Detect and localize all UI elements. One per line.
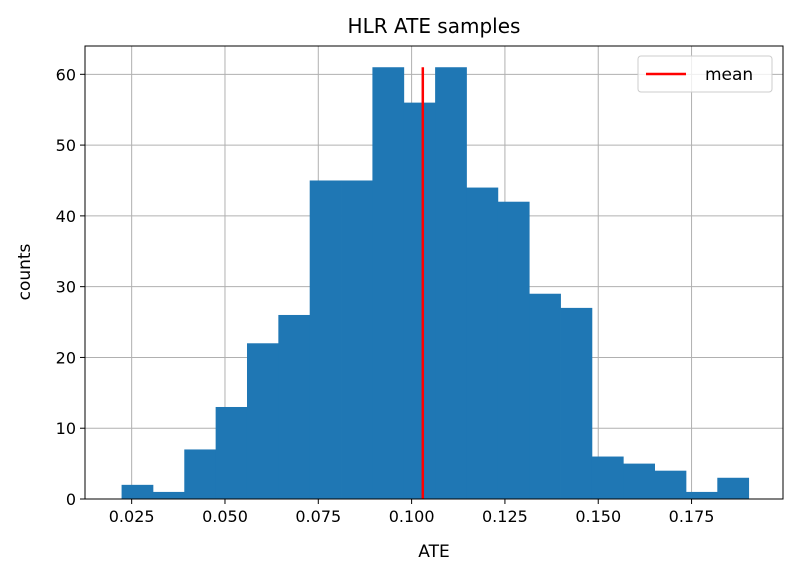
histogram-bar (497, 201, 530, 499)
y-axis-label: counts (15, 243, 35, 300)
histogram-bar (309, 180, 342, 499)
histogram-bar (654, 470, 687, 499)
y-tick-label: 60 (56, 65, 76, 84)
x-tick-label: 0.075 (295, 507, 341, 526)
x-tick-label: 0.175 (669, 507, 715, 526)
histogram-bar (246, 343, 279, 499)
histogram-bar (278, 314, 311, 499)
histogram-bar (623, 463, 655, 499)
x-axis-label: ATE (418, 542, 449, 562)
y-tick-label: 10 (56, 419, 76, 438)
histogram-bar (529, 293, 561, 499)
x-tick-label: 0.025 (109, 507, 155, 526)
axis-ticks: 0.025 0.050 0.075 0.100 0.125 0.150 0.175 0 10 20… (56, 65, 715, 526)
histogram-bar (466, 187, 499, 499)
plot-frame (84, 45, 784, 500)
histogram-bar (591, 456, 624, 499)
histogram-bar (435, 67, 467, 499)
histogram-bar (341, 180, 373, 499)
histogram-bars (121, 67, 750, 499)
histogram-bar (403, 102, 436, 499)
x-tick-label: 0.150 (575, 507, 621, 526)
histogram-bar (215, 406, 248, 499)
histogram-bar (184, 449, 217, 499)
chart-title: HLR ATE samples (348, 14, 521, 38)
histogram-bar (121, 484, 154, 499)
y-tick-label: 20 (56, 348, 76, 367)
y-tick-label: 30 (56, 278, 76, 297)
y-tick-label: 50 (56, 136, 76, 155)
legend-box (637, 55, 773, 93)
x-tick-label: 0.100 (389, 507, 435, 526)
x-tick-label: 0.125 (482, 507, 528, 526)
histogram-bar (560, 307, 593, 499)
legend: mean (637, 55, 773, 93)
y-tick-label: 40 (56, 207, 76, 226)
histogram-bar (717, 477, 750, 499)
histogram-bar (372, 67, 405, 499)
x-tick-label: 0.050 (202, 507, 248, 526)
y-tick-label: 0 (66, 490, 76, 509)
histogram-bar (152, 491, 185, 499)
histogram-bar (685, 491, 718, 499)
legend-mean-label: mean (705, 65, 753, 85)
